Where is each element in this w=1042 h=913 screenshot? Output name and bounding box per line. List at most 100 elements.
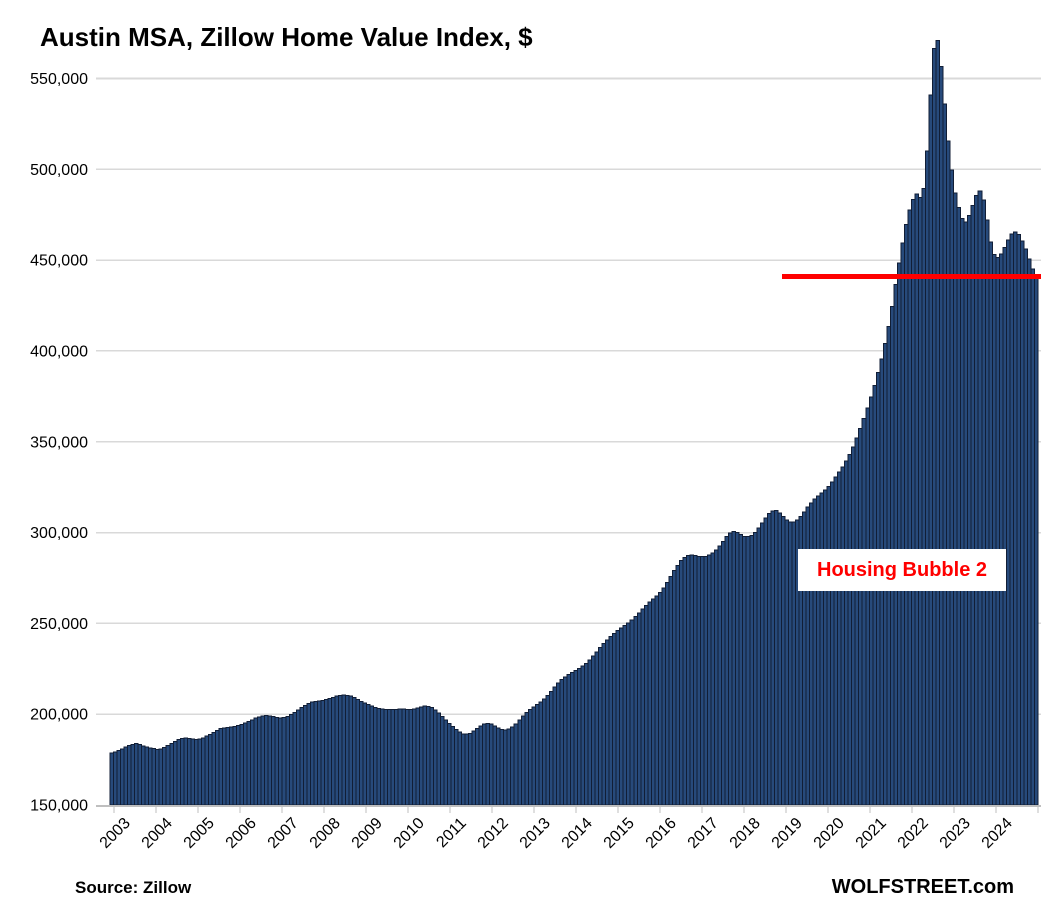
zhvi-bar [668, 576, 673, 806]
zhvi-bar [229, 726, 234, 806]
zhvi-bar [534, 704, 540, 806]
zhvi-bar [700, 556, 705, 806]
zhvi-bar [316, 700, 322, 806]
zhvi-bar [865, 407, 870, 806]
zhvi-bar [337, 694, 343, 806]
zhvi-bar [116, 750, 122, 806]
zhvi-bar [833, 476, 839, 806]
zhvi-bar [162, 747, 167, 806]
zhvi-bar [348, 695, 354, 806]
zhvi-bar [935, 39, 941, 806]
zhvi-bar [443, 719, 448, 806]
zhvi-bar [211, 731, 216, 806]
zhvi-bar [172, 740, 178, 806]
zhvi-bar [123, 746, 129, 806]
zhvi-bar [837, 471, 842, 806]
x-tick-label: 2007 [265, 815, 302, 852]
zhvi-bar [302, 704, 308, 806]
zhvi-bar [988, 241, 993, 806]
x-tick-label: 2018 [727, 815, 764, 852]
zhvi-bar [527, 708, 533, 806]
zhvi-bar [461, 733, 466, 806]
zhvi-bar [513, 723, 519, 806]
zhvi-bar [309, 701, 315, 806]
zhvi-bar [717, 545, 723, 806]
zhvi-bar [872, 384, 877, 806]
zhvi-bar [707, 554, 712, 806]
zhvi-bar [113, 751, 118, 806]
zhvi-bar [654, 595, 659, 806]
zhvi-bar [763, 517, 768, 806]
zhvi-bar [204, 735, 209, 806]
zhvi-bar [921, 187, 927, 806]
y-tick-label: 250,000 [30, 616, 88, 633]
zhvi-bar [970, 205, 976, 806]
zhvi-bar [953, 192, 958, 806]
zhvi-bar [538, 701, 543, 806]
zhvi-bar [524, 712, 529, 806]
zhvi-bar [724, 536, 730, 806]
zhvi-bar [728, 532, 733, 806]
zhvi-bar [1030, 268, 1035, 806]
zhvi-bar [271, 716, 276, 806]
zhvi-bar [917, 196, 923, 806]
zhvi-bar [703, 555, 709, 806]
zhvi-bar [197, 738, 202, 806]
zhvi-bar [1026, 258, 1032, 806]
zhvi-bar [967, 215, 972, 806]
zhvi-bar [503, 729, 508, 806]
zhvi-bar [436, 712, 441, 806]
zhvi-bar [489, 723, 494, 806]
zhvi-bar [636, 612, 642, 806]
zhvi-bar [232, 725, 238, 806]
zhvi-bar [914, 193, 919, 806]
zhvi-bar [984, 219, 990, 806]
housing-bubble-2-annotation: Housing Bubble 2 [798, 549, 1006, 591]
zhvi-bar [932, 48, 937, 806]
zhvi-bar [791, 521, 796, 806]
zhvi-bar [221, 727, 227, 806]
zhvi-bar [925, 150, 930, 806]
zhvi-bar [995, 256, 1000, 806]
zhvi-bar [812, 498, 818, 806]
zhvi-bar [633, 616, 638, 806]
zhvi-bar [165, 745, 171, 806]
zhvi-bar [1009, 233, 1014, 806]
zhvi-bar [907, 209, 912, 806]
zhvi-bar [200, 737, 206, 806]
zhvi-bar [179, 737, 185, 806]
zhvi-bar [214, 729, 220, 806]
zhvi-bar [478, 725, 484, 806]
wolfstreet-branding: WOLFSTREET.com [831, 876, 1014, 898]
x-tick-label: 2003 [97, 815, 134, 852]
zhvi-bar [780, 515, 786, 806]
zhvi-bar [359, 700, 364, 806]
zhvi-bar [496, 727, 501, 806]
zhvi-bar [418, 706, 424, 806]
zhvi-bar [981, 199, 986, 806]
zhvi-bar [598, 647, 603, 806]
zhvi-bar [847, 453, 853, 806]
y-tick-label: 500,000 [30, 162, 88, 179]
zhvi-bar [499, 728, 505, 806]
zhvi-bar [506, 728, 512, 806]
zhvi-bar [605, 639, 610, 806]
zhvi-bar [264, 715, 269, 806]
zhvi-bar [858, 427, 863, 806]
zhvi-bar [573, 670, 579, 806]
zhvi-bar [675, 564, 680, 806]
zhvi-bar [671, 570, 677, 806]
zhvi-bar [394, 708, 399, 806]
zhvi-bar [942, 103, 948, 806]
zhvi-bar [320, 699, 325, 806]
zhvi-bar [939, 66, 944, 806]
x-tick-label: 2012 [475, 815, 512, 852]
y-tick-label: 300,000 [30, 525, 88, 542]
zhvi-bar [439, 716, 445, 806]
zhvi-bar [552, 686, 557, 806]
zhvi-bar [446, 722, 452, 806]
zhvi-bar [1023, 248, 1028, 806]
zhvi-bar [366, 704, 371, 806]
zhvi-bar [134, 743, 139, 806]
